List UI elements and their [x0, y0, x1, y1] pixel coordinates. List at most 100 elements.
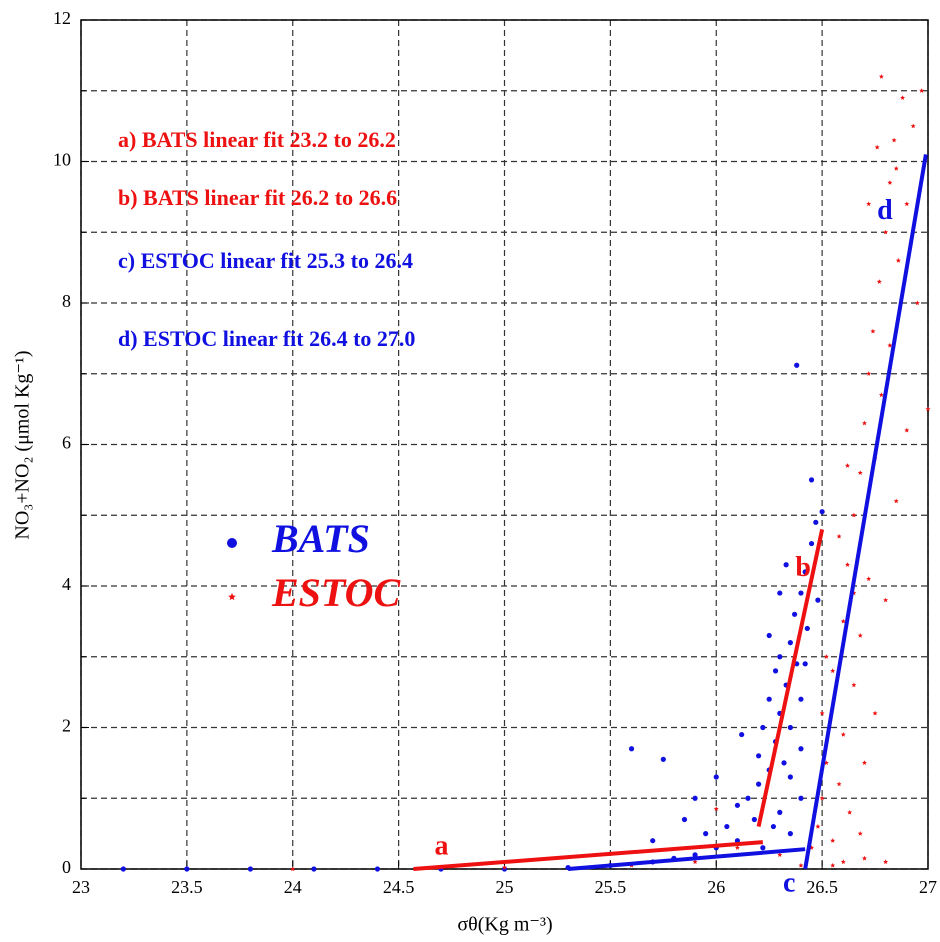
legend-marker: [228, 593, 236, 601]
point: [840, 859, 846, 864]
point: [756, 753, 762, 759]
point: [836, 781, 842, 787]
point: [798, 746, 804, 752]
point: [862, 760, 867, 765]
fit-name: c) ESTOC linear fit 25.3 to 26.4: [118, 248, 413, 273]
point: [893, 166, 899, 171]
point: [756, 781, 762, 787]
point: [876, 279, 882, 284]
point: [628, 746, 635, 752]
point: [857, 632, 863, 638]
point: [904, 427, 910, 433]
point: [681, 816, 688, 823]
point: [866, 371, 872, 376]
point: [878, 74, 884, 79]
point: [808, 477, 815, 483]
x-tick-label: 26.5: [806, 877, 838, 897]
point: [872, 710, 878, 716]
point: [770, 823, 777, 830]
x-tick-label: 26: [707, 877, 725, 897]
point: [794, 362, 800, 368]
point: [815, 597, 821, 603]
point: [887, 180, 893, 185]
legend-marker: [227, 538, 237, 548]
point: [766, 696, 772, 702]
point: [734, 802, 741, 808]
point: [883, 859, 889, 864]
point: [777, 852, 783, 857]
point: [660, 756, 666, 762]
point: [311, 866, 317, 872]
y-tick-label: 8: [62, 291, 71, 311]
point: [887, 342, 893, 348]
point: [713, 774, 719, 780]
x-tick-label: 27: [919, 877, 937, 897]
point: [815, 823, 821, 829]
point: [703, 831, 709, 837]
point: [851, 512, 857, 518]
point: [830, 862, 836, 868]
point: [862, 420, 867, 426]
point: [836, 533, 842, 539]
point: [919, 88, 925, 93]
point: [802, 661, 808, 667]
point: [819, 795, 825, 801]
x-tick-label: 23.5: [171, 877, 203, 897]
point: [819, 509, 825, 515]
point: [692, 852, 698, 858]
point: [878, 392, 884, 398]
y-tick-label: 10: [53, 150, 71, 170]
point: [851, 682, 857, 688]
y-tick-label: 4: [62, 574, 71, 594]
point: [787, 831, 793, 837]
point: [900, 95, 906, 100]
point: [857, 831, 863, 836]
x-tick-label: 25: [496, 877, 514, 897]
point: [724, 823, 730, 830]
point: [791, 611, 798, 617]
point: [910, 123, 916, 129]
point: [883, 229, 889, 235]
point: [840, 732, 846, 737]
point: [777, 590, 783, 596]
fit-letter: b: [795, 552, 811, 583]
point: [798, 862, 804, 868]
point: [798, 696, 804, 702]
fit-name: b) BATS linear fit 26.2 to 26.6: [118, 185, 397, 210]
y-tick-label: 6: [62, 433, 71, 453]
y-tick-label: 12: [53, 8, 71, 28]
x-tick-label: 24: [284, 877, 302, 897]
point: [247, 866, 253, 872]
point: [745, 795, 751, 801]
point: [787, 640, 793, 646]
point: [895, 257, 901, 263]
y-tick-label: 0: [62, 857, 71, 877]
point: [862, 855, 867, 861]
point: [847, 809, 853, 815]
point: [830, 668, 836, 673]
y-tick-label: 2: [62, 716, 71, 736]
point: [823, 654, 829, 659]
point: [857, 470, 863, 475]
x-tick-label: 25.5: [595, 877, 627, 897]
point: [777, 654, 783, 660]
point: [374, 866, 381, 872]
point: [830, 838, 836, 843]
point: [925, 406, 931, 412]
point: [845, 562, 850, 567]
point: [787, 724, 793, 731]
point: [760, 724, 766, 731]
point: [787, 774, 793, 780]
x-tick-label: 24.5: [383, 877, 415, 897]
point: [650, 838, 656, 844]
point: [845, 463, 850, 468]
fit-letter: d: [877, 195, 893, 226]
point: [914, 300, 920, 306]
fit-line: [803, 154, 928, 870]
point: [184, 866, 190, 872]
y-axis-label: NO₃+NO₂ (μmol Kg⁻¹): [12, 350, 34, 539]
fit-line: [567, 847, 806, 871]
point: [777, 809, 783, 816]
point: [866, 201, 872, 207]
